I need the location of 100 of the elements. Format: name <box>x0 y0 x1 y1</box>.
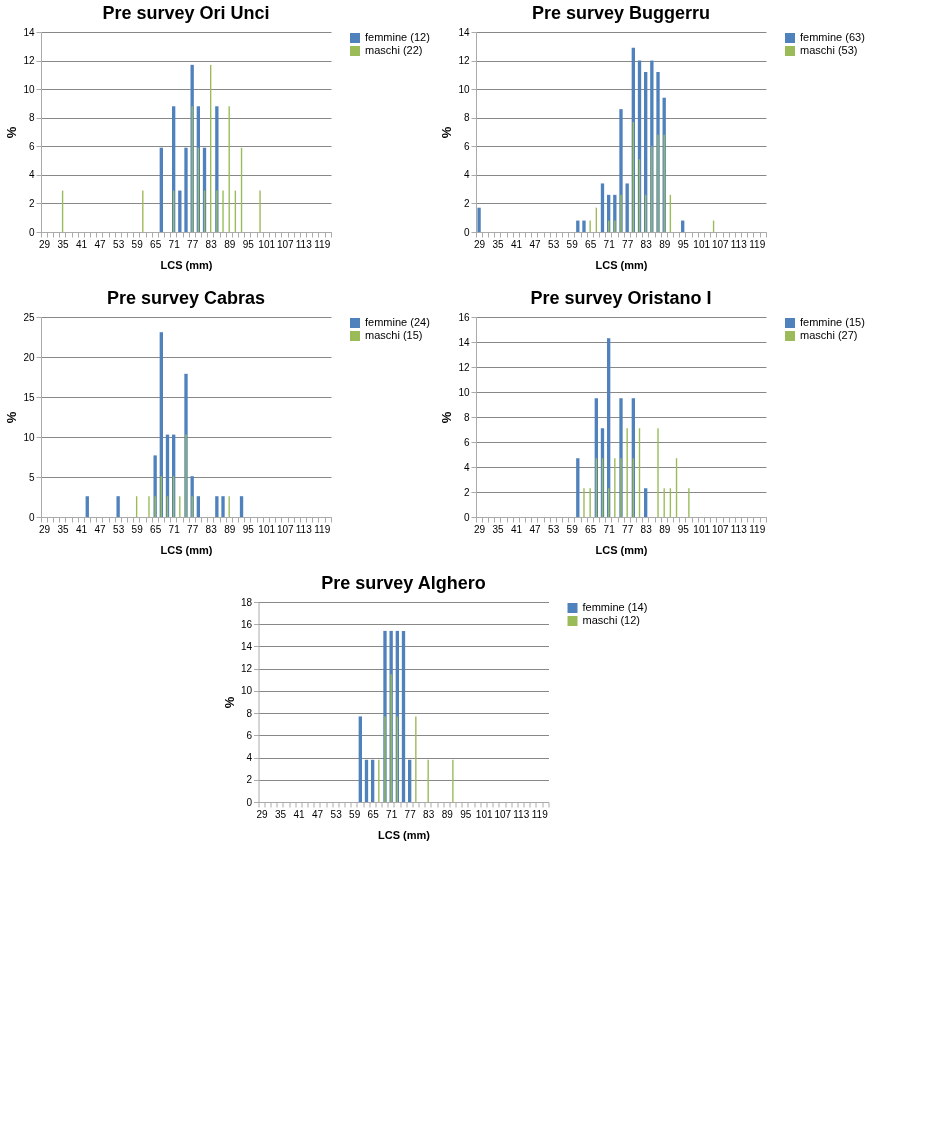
x-tick-label: 71 <box>386 808 398 820</box>
x-tick-label: 107 <box>276 523 294 535</box>
x-tick-label: 47 <box>312 808 324 820</box>
y-tick-label: 4 <box>28 169 35 181</box>
x-tick-label: 47 <box>94 238 107 250</box>
x-tick-label: 113 <box>295 238 313 250</box>
y-tick-label: 6 <box>246 729 253 741</box>
y-tick-label: 4 <box>463 461 470 473</box>
legend-label: femmine (15) <box>800 316 865 328</box>
legend-label: femmine (63) <box>800 31 865 43</box>
y-axis-title: % <box>439 411 455 424</box>
x-tick-label: 53 <box>113 523 125 535</box>
x-tick-label: 89 <box>659 523 671 535</box>
y-tick-label: 6 <box>463 140 470 152</box>
x-tick-label: 59 <box>349 808 361 820</box>
x-tick-label: 101 <box>693 523 711 535</box>
bar <box>582 220 586 232</box>
y-tick-label: 0 <box>463 511 470 523</box>
x-tick-label: 35 <box>492 523 505 535</box>
x-tick-label: 59 <box>131 523 144 535</box>
y-tick-label: 14 <box>458 26 470 38</box>
x-tick-label: 35 <box>492 238 505 250</box>
bar <box>600 183 605 232</box>
bar <box>625 183 629 232</box>
y-tick-label: 4 <box>463 169 470 181</box>
y-tick-label: 8 <box>246 707 253 719</box>
y-tick-label: 0 <box>463 226 470 238</box>
x-tick-label: 29 <box>39 238 51 250</box>
x-axis-title: LCS (mm) <box>378 828 431 841</box>
bar <box>401 630 406 802</box>
x-tick-label: 59 <box>131 238 144 250</box>
x-tick-label: 95 <box>677 238 690 250</box>
y-tick-label: 12 <box>458 55 470 67</box>
x-tick-label: 41 <box>511 523 523 535</box>
y-tick-label: 18 <box>240 596 253 608</box>
y-tick-label: 0 <box>246 796 253 808</box>
x-tick-label: 41 <box>511 238 523 250</box>
x-tick-label: 47 <box>529 523 542 535</box>
y-tick-label: 8 <box>463 112 470 124</box>
x-tick-label: 53 <box>548 523 560 535</box>
x-axis-title: LCS (mm) <box>160 258 213 271</box>
x-axis-title: LCS (mm) <box>595 258 648 271</box>
x-tick-label: 107 <box>494 808 512 820</box>
x-tick-label: 89 <box>659 238 671 250</box>
x-tick-label: 89 <box>224 238 236 250</box>
x-tick-label: 113 <box>730 523 748 535</box>
y-tick-label: 2 <box>28 197 35 209</box>
legend-label: femmine (24) <box>365 316 430 328</box>
x-tick-label: 65 <box>585 523 597 535</box>
bar <box>184 147 188 232</box>
y-tick-label: 0 <box>28 511 35 523</box>
x-tick-label: 113 <box>730 238 748 250</box>
y-tick-label: 16 <box>458 311 470 323</box>
x-tick-label: 59 <box>566 238 579 250</box>
x-tick-label: 29 <box>474 238 486 250</box>
x-tick-label: 113 <box>513 808 530 820</box>
y-tick-label: 0 <box>28 226 35 238</box>
x-tick-label: 71 <box>168 238 181 250</box>
y-tick-label: 14 <box>458 336 470 348</box>
x-tick-label: 107 <box>711 238 729 250</box>
y-tick-label: 25 <box>23 311 35 323</box>
x-tick-label: 77 <box>187 523 199 535</box>
x-tick-label: 83 <box>423 808 435 820</box>
x-tick-label: 107 <box>711 523 729 535</box>
x-tick-label: 59 <box>566 523 579 535</box>
x-tick-label: 71 <box>168 523 181 535</box>
bar <box>477 207 481 232</box>
x-tick-label: 77 <box>404 808 417 820</box>
x-tick-label: 47 <box>94 523 107 535</box>
x-tick-label: 29 <box>39 523 51 535</box>
x-tick-label: 77 <box>622 238 634 250</box>
x-tick-label: 71 <box>603 523 616 535</box>
y-tick-label: 2 <box>463 197 470 209</box>
bar <box>116 496 120 517</box>
y-tick-label: 4 <box>246 752 253 764</box>
bar <box>159 147 163 232</box>
x-tick-label: 113 <box>295 523 313 535</box>
chart-title: Pre survey Alghero <box>321 573 486 593</box>
x-tick-label: 119 <box>749 523 766 535</box>
x-tick-label: 83 <box>205 523 218 535</box>
bar <box>644 488 648 517</box>
y-tick-label: 10 <box>23 83 35 95</box>
x-tick-label: 35 <box>57 238 70 250</box>
x-tick-label: 101 <box>475 808 493 820</box>
y-axis-title: % <box>439 126 455 139</box>
legend-label: maschi (15) <box>365 329 423 341</box>
x-tick-label: 119 <box>749 238 766 250</box>
x-tick-label: 101 <box>693 238 711 250</box>
y-tick-label: 14 <box>23 26 35 38</box>
x-tick-label: 107 <box>276 238 294 250</box>
y-tick-label: 6 <box>28 140 35 152</box>
x-tick-label: 83 <box>640 523 653 535</box>
legend-label: maschi (12) <box>582 614 640 626</box>
y-tick-label: 12 <box>240 663 253 675</box>
y-tick-label: 8 <box>463 411 470 423</box>
x-tick-label: 101 <box>258 523 276 535</box>
chart-title: Pre survey Cabras <box>106 288 266 308</box>
x-tick-label: 35 <box>57 523 70 535</box>
x-tick-label: 119 <box>531 808 549 820</box>
y-tick-label: 12 <box>23 55 35 67</box>
